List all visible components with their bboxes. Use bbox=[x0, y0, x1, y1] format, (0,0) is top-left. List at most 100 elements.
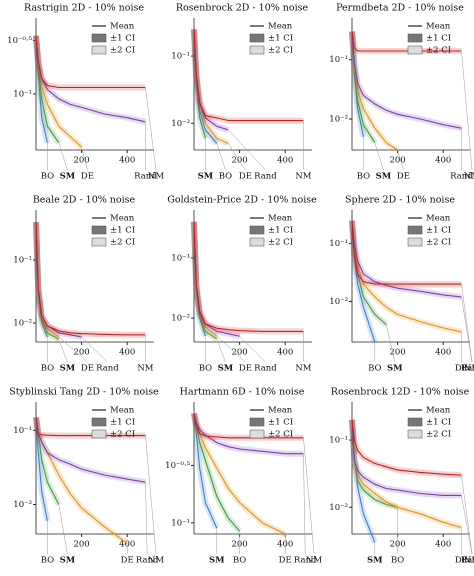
legend-label: ±2 CI bbox=[426, 430, 451, 440]
y-tick-label: 10⁻⁰·⁵ bbox=[165, 461, 190, 471]
legend-label: ±2 CI bbox=[426, 46, 451, 56]
y-tick-label: 10⁻¹ bbox=[171, 518, 190, 528]
method-label: SM bbox=[218, 364, 234, 374]
x-tick-label: 400 bbox=[435, 348, 451, 358]
legend-swatch bbox=[249, 225, 265, 235]
chart-title: Goldstein-Price 2D - 10% noise bbox=[167, 195, 317, 206]
chart-title: Rosenbrock 12D - 10% noise bbox=[331, 387, 470, 398]
legend-label: ±1 CI bbox=[110, 418, 135, 428]
leader-line bbox=[374, 142, 384, 171]
legend-label: ±2 CI bbox=[110, 430, 135, 440]
leader-line bbox=[461, 51, 473, 171]
leader-line bbox=[58, 504, 68, 555]
leader-line bbox=[81, 336, 108, 363]
legend-label: ±1 CI bbox=[268, 418, 293, 428]
legend-label: ±1 CI bbox=[426, 34, 451, 44]
legend-swatch bbox=[407, 45, 423, 55]
y-tick-label: 10⁻¹ bbox=[13, 256, 32, 266]
method-label: SM bbox=[209, 556, 225, 566]
leader-line bbox=[216, 335, 246, 363]
legend-swatch bbox=[91, 33, 107, 43]
method-label: BO bbox=[391, 556, 404, 566]
x-tick-label: 200 bbox=[231, 348, 247, 358]
leader-line bbox=[303, 453, 306, 555]
y-tick-label: 10⁻¹ bbox=[171, 254, 190, 264]
method-label: BO bbox=[41, 556, 54, 566]
legend-swatch bbox=[407, 225, 423, 235]
method-label: SM bbox=[198, 172, 214, 182]
legend-swatch bbox=[249, 429, 265, 439]
method-label: BO bbox=[368, 364, 381, 374]
legend-label: ±2 CI bbox=[426, 238, 451, 248]
leader-line bbox=[216, 338, 226, 363]
method-label: Rand bbox=[461, 364, 474, 374]
chart-title: Rastrigin 2D - 10% noise bbox=[24, 3, 144, 14]
legend-label: Mean bbox=[110, 406, 135, 416]
series-line bbox=[351, 419, 462, 476]
legend-swatch bbox=[249, 237, 265, 247]
method-label: NM bbox=[464, 556, 474, 566]
leader-line bbox=[461, 475, 473, 555]
y-tick-label: 10⁻¹ bbox=[13, 426, 32, 436]
legend-label: ±1 CI bbox=[268, 34, 293, 44]
x-tick-label: 400 bbox=[435, 540, 451, 550]
x-tick-label: 200 bbox=[389, 156, 405, 166]
legend-label: Mean bbox=[268, 406, 293, 416]
series-line bbox=[351, 419, 462, 529]
y-tick-label: 10⁻² bbox=[13, 319, 32, 329]
method-label: Rand bbox=[254, 364, 277, 374]
leader-line bbox=[81, 146, 88, 171]
chart-title: Beale 2D - 10% noise bbox=[33, 195, 136, 206]
legend-swatch bbox=[91, 237, 107, 247]
legend-swatch bbox=[91, 429, 107, 439]
x-tick-label: 200 bbox=[73, 348, 89, 358]
method-label: NM bbox=[295, 364, 311, 374]
series-line bbox=[193, 413, 304, 439]
legend-label: Mean bbox=[268, 22, 293, 32]
series-line bbox=[351, 220, 462, 333]
method-label: NM bbox=[148, 172, 164, 182]
method-label: DE bbox=[455, 364, 468, 374]
leader-line bbox=[58, 142, 68, 171]
series-line bbox=[351, 419, 462, 496]
series-line bbox=[193, 413, 218, 529]
y-tick-label: 10⁻² bbox=[171, 314, 190, 324]
legend-label: ±1 CI bbox=[268, 226, 293, 236]
series-line bbox=[193, 413, 286, 535]
legend-label: Mean bbox=[110, 214, 135, 224]
y-tick-label: 10⁻¹ bbox=[329, 55, 348, 65]
legend-label: Mean bbox=[426, 22, 451, 32]
method-label: Rand bbox=[136, 556, 159, 566]
y-tick-label: 10⁻² bbox=[329, 503, 348, 513]
y-tick-label: 10⁻² bbox=[329, 297, 348, 307]
method-label: BO bbox=[41, 172, 54, 182]
legend-label: ±1 CI bbox=[426, 226, 451, 236]
x-tick-label: 400 bbox=[277, 348, 293, 358]
leader-line bbox=[145, 435, 157, 555]
y-tick-label: 10⁻² bbox=[171, 119, 190, 129]
series-line bbox=[35, 222, 146, 336]
legend-label: ±1 CI bbox=[426, 418, 451, 428]
legend-label: Mean bbox=[426, 406, 451, 416]
y-tick-label: 10⁻¹ bbox=[171, 52, 190, 62]
legend-label: ±2 CI bbox=[110, 238, 135, 248]
ci-band bbox=[349, 419, 462, 479]
y-tick-label: 10⁻¹ bbox=[329, 239, 348, 249]
leader-line bbox=[58, 339, 68, 363]
leader-line bbox=[461, 495, 473, 555]
x-tick-label: 400 bbox=[277, 156, 293, 166]
x-tick-label: 200 bbox=[73, 540, 89, 550]
y-tick-label: 10⁻¹ bbox=[13, 89, 32, 99]
method-label: SM bbox=[387, 364, 403, 374]
method-label: SM bbox=[60, 364, 76, 374]
legend-label: ±1 CI bbox=[110, 34, 135, 44]
method-label: DE bbox=[279, 556, 292, 566]
series-line bbox=[351, 220, 462, 298]
method-label: BO bbox=[219, 172, 232, 182]
method-label: Rand bbox=[134, 172, 157, 182]
method-label: SM bbox=[60, 556, 76, 566]
legend-swatch bbox=[407, 417, 423, 427]
y-tick-label: 10⁻² bbox=[329, 114, 348, 124]
leader-line bbox=[58, 336, 88, 363]
